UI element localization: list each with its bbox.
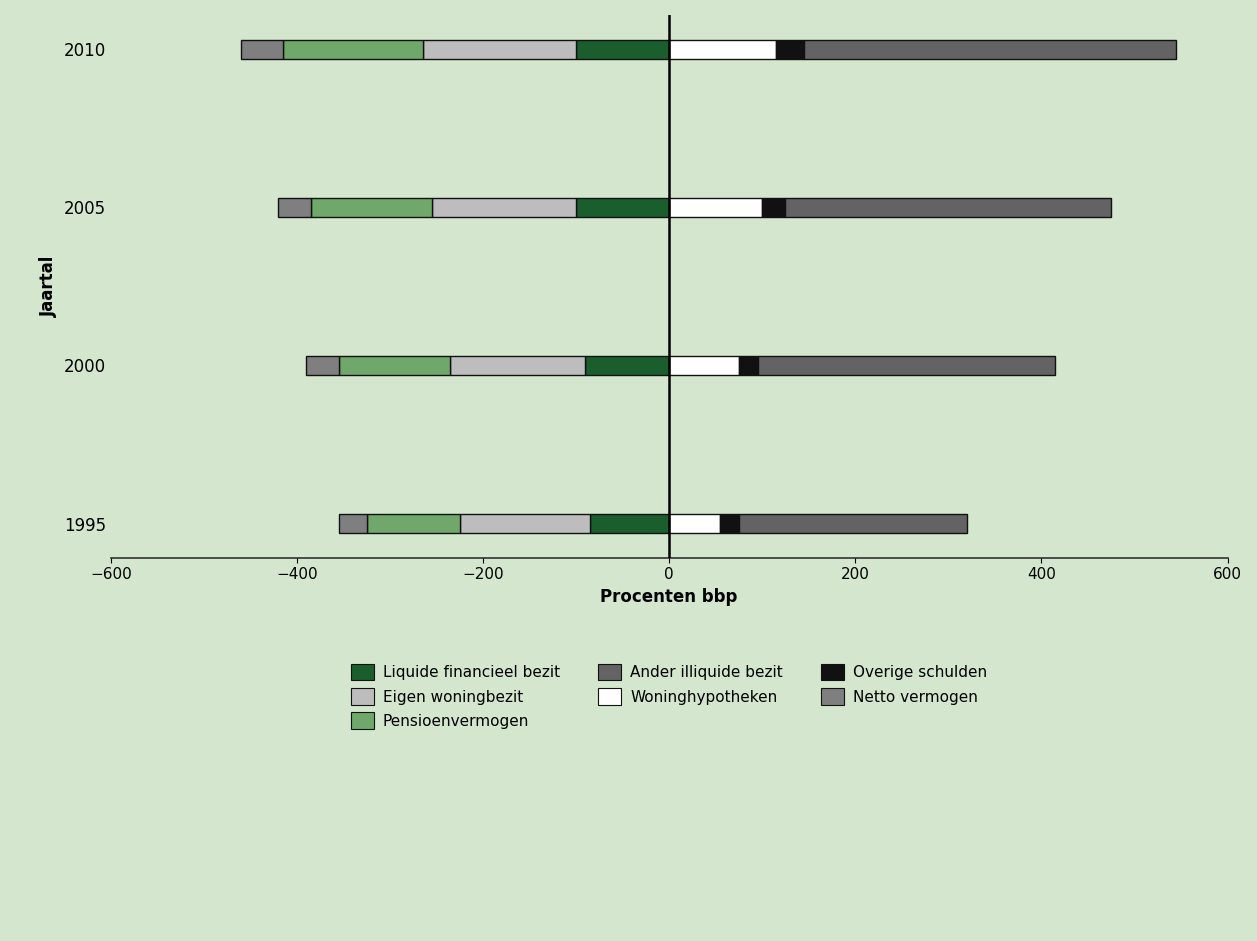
Bar (786, 198, 1111, 216)
Bar (576, 40, 669, 58)
Bar (278, 198, 310, 216)
Legend: Liquide financieel bezit, Eigen woningbezit, Pensioenvermogen, Ander illiquide b: Liquide financieel bezit, Eigen woningbe… (344, 658, 993, 735)
Bar (758, 356, 1056, 375)
Bar (669, 514, 720, 534)
Bar (367, 514, 460, 534)
Bar (422, 40, 576, 58)
Bar (669, 198, 762, 216)
Bar (460, 514, 590, 534)
Bar (739, 356, 758, 375)
Bar (307, 356, 339, 375)
Bar (339, 356, 450, 375)
Bar (739, 514, 967, 534)
Bar (283, 40, 422, 58)
Bar (586, 356, 669, 375)
Bar (776, 40, 804, 58)
Bar (669, 40, 776, 58)
Bar (762, 198, 786, 216)
Bar (576, 198, 669, 216)
Bar (241, 40, 283, 58)
X-axis label: Procenten bbp: Procenten bbp (601, 588, 738, 606)
Bar (432, 198, 576, 216)
Bar (590, 514, 669, 534)
Y-axis label: Jaartal: Jaartal (40, 256, 58, 317)
Bar (310, 198, 432, 216)
Bar (720, 514, 739, 534)
Bar (804, 40, 1177, 58)
Bar (669, 356, 739, 375)
Bar (450, 356, 586, 375)
Bar (339, 514, 367, 534)
